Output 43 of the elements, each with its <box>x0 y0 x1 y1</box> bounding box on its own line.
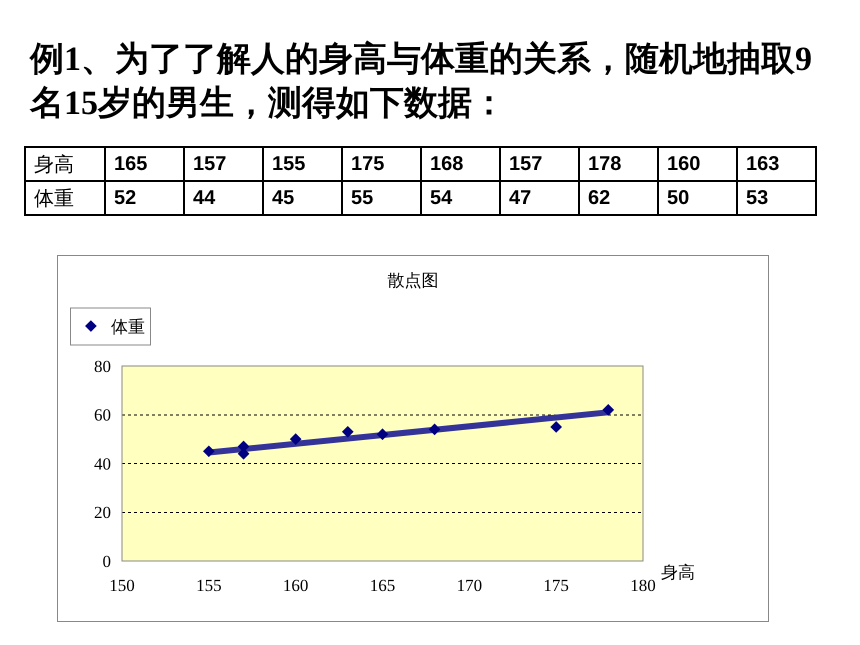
text: 160 <box>658 147 737 181</box>
point <box>342 426 354 438</box>
text: 47 <box>500 181 579 215</box>
point <box>602 404 614 416</box>
x-tick-label: 175 <box>543 576 569 595</box>
point <box>376 428 388 440</box>
point <box>550 421 562 433</box>
text: 157 <box>500 147 579 181</box>
text: 53 <box>737 181 816 215</box>
y-tick-label: 80 <box>94 356 111 376</box>
point <box>202 445 215 458</box>
x-axis-title: 身高 <box>661 563 695 582</box>
text: 体重 <box>25 181 105 215</box>
text: 155 <box>263 147 342 181</box>
x-tick-label: 150 <box>109 576 135 595</box>
x-tick-label: 160 <box>282 576 308 595</box>
y-tick-label: 0 <box>102 552 111 571</box>
y-tick-label: 40 <box>94 454 111 474</box>
text: 54 <box>421 181 500 215</box>
x-tick-label: 155 <box>196 576 222 595</box>
text: 157 <box>184 147 263 181</box>
text: 175 <box>342 147 421 181</box>
text: 165 <box>105 147 184 181</box>
x-tick-label: 180 <box>630 576 656 595</box>
point <box>290 433 302 445</box>
text: 178 <box>579 147 658 181</box>
text: 55 <box>342 181 421 215</box>
x-tick-label: 170 <box>456 576 482 595</box>
text: 身高 <box>25 147 105 181</box>
chart-title: 散点图 <box>388 271 438 290</box>
y-tick-label: 20 <box>94 503 111 522</box>
text: 168 <box>421 147 500 181</box>
text: 44 <box>184 181 263 215</box>
legend-label: 体重 <box>110 318 145 337</box>
x-tick-label: 165 <box>370 576 396 595</box>
text: 例1、为了了解人的身高与体重的关系，随机地抽取9名15岁的男生，测得如下数据： <box>30 40 813 124</box>
text: 62 <box>579 181 658 215</box>
point <box>428 424 440 436</box>
text: 50 <box>658 181 737 215</box>
text: 163 <box>737 147 816 181</box>
text: 45 <box>263 181 342 215</box>
y-tick-label: 60 <box>94 406 111 425</box>
text: 52 <box>105 181 184 215</box>
